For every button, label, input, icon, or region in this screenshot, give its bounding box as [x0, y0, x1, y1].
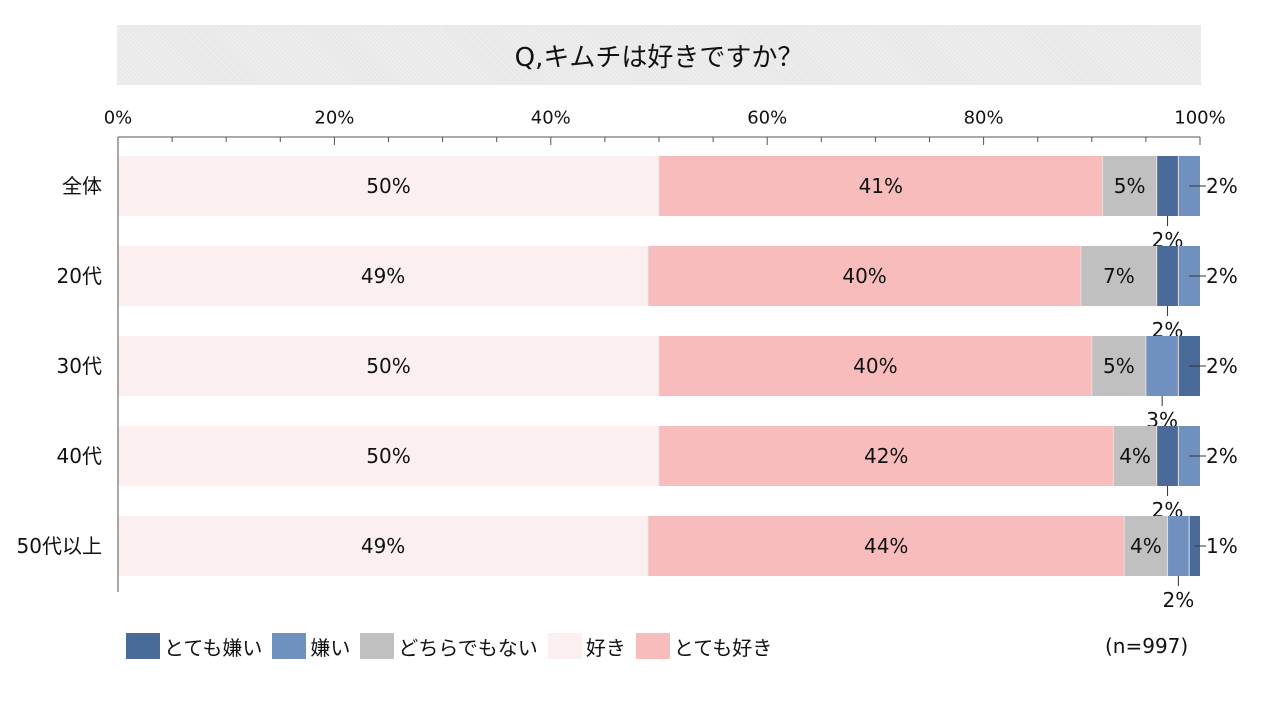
data-label: 2%: [1206, 444, 1238, 468]
bar-segment: [118, 516, 649, 576]
data-label: 7%: [1103, 264, 1135, 288]
data-label: 42%: [864, 444, 908, 468]
legend-label-like: 好き: [585, 635, 626, 660]
data-label: 50%: [366, 174, 410, 198]
legend-swatch-very-like: [635, 633, 670, 659]
bar-segment: [1178, 246, 1200, 306]
legend-swatch-neutral: [360, 633, 395, 659]
bar-segment: [648, 516, 1125, 576]
chart-title: Q,キムチは好きですか？: [514, 42, 804, 73]
data-label: 4%: [1130, 534, 1162, 558]
bar-segment: [1102, 156, 1157, 216]
x-tick-label: 80%: [964, 108, 1004, 129]
data-label: 1%: [1206, 534, 1238, 558]
data-label: 2%: [1206, 354, 1238, 378]
category-label: 40代: [57, 444, 102, 468]
bar-segment: [1178, 426, 1200, 486]
bar-segment: [1156, 246, 1179, 306]
legend-label-very-like: とても好き: [673, 635, 773, 660]
bar-segment: [1167, 516, 1190, 576]
bar-segment: [1178, 336, 1200, 396]
x-tick-label: 0%: [104, 108, 133, 129]
legend-item-very-dislike: とても嫌い: [126, 632, 262, 661]
legend-item-dislike: 嫌い: [272, 632, 350, 661]
legend: とても嫌い 嫌い どちらでもない 好き とても好き: [126, 632, 782, 660]
data-label: 4%: [1119, 444, 1151, 468]
bar-segment: [1080, 246, 1157, 306]
bar-segment: [1156, 156, 1179, 216]
category-label: 20代: [57, 264, 102, 288]
sample-size-label: (n=997): [1105, 634, 1189, 658]
data-label: 5%: [1103, 354, 1135, 378]
bar-segment: [659, 156, 1103, 216]
legend-swatch-very-dislike: [126, 633, 160, 659]
data-label: 49%: [361, 534, 405, 558]
legend-label-very-dislike: とても嫌い: [164, 635, 263, 660]
bar-segment: [659, 426, 1114, 486]
data-label: 2%: [1206, 264, 1238, 288]
data-label: 5%: [1114, 174, 1146, 198]
bar-segment: [118, 426, 659, 486]
legend-item-like: 好き: [547, 632, 626, 661]
bar-segment: [1145, 336, 1179, 396]
data-label: 44%: [864, 534, 908, 558]
bar-segment: [648, 246, 1081, 306]
legend-item-neutral: どちらでもない: [360, 632, 538, 661]
legend-item-very-like: とても好き: [635, 632, 773, 661]
data-label: 2%: [1206, 174, 1238, 198]
bar-segment: [1156, 426, 1179, 486]
data-label: 2%: [1162, 588, 1194, 612]
bar-segment: [1091, 336, 1146, 396]
x-tick-label: 100%: [1174, 108, 1225, 129]
data-label: 50%: [366, 354, 410, 378]
chart-title-box: Q,キムチは好きですか？: [117, 25, 1201, 85]
data-label: 49%: [361, 264, 405, 288]
bar-segment: [1113, 426, 1157, 486]
data-label: 50%: [366, 444, 410, 468]
x-tick-label: 60%: [747, 108, 787, 129]
category-label: 30代: [57, 354, 102, 378]
bar-segment: [118, 156, 659, 216]
legend-label-neutral: どちらでもない: [398, 635, 538, 660]
category-label: 全体: [62, 174, 102, 198]
category-label: 50代以上: [17, 534, 102, 558]
x-tick-label: 20%: [314, 108, 354, 129]
data-label: 40%: [853, 354, 897, 378]
bar-segment: [118, 336, 659, 396]
bar-segment: [1178, 156, 1200, 216]
bar-segment: [1124, 516, 1168, 576]
legend-label-dislike: 嫌い: [310, 635, 351, 660]
data-label: 40%: [842, 264, 886, 288]
x-tick-label: 40%: [531, 108, 571, 129]
data-label: 41%: [859, 174, 903, 198]
bar-segment: [659, 336, 1092, 396]
legend-swatch-like: [547, 633, 582, 659]
legend-swatch-dislike: [272, 633, 307, 659]
bar-segment: [118, 246, 649, 306]
